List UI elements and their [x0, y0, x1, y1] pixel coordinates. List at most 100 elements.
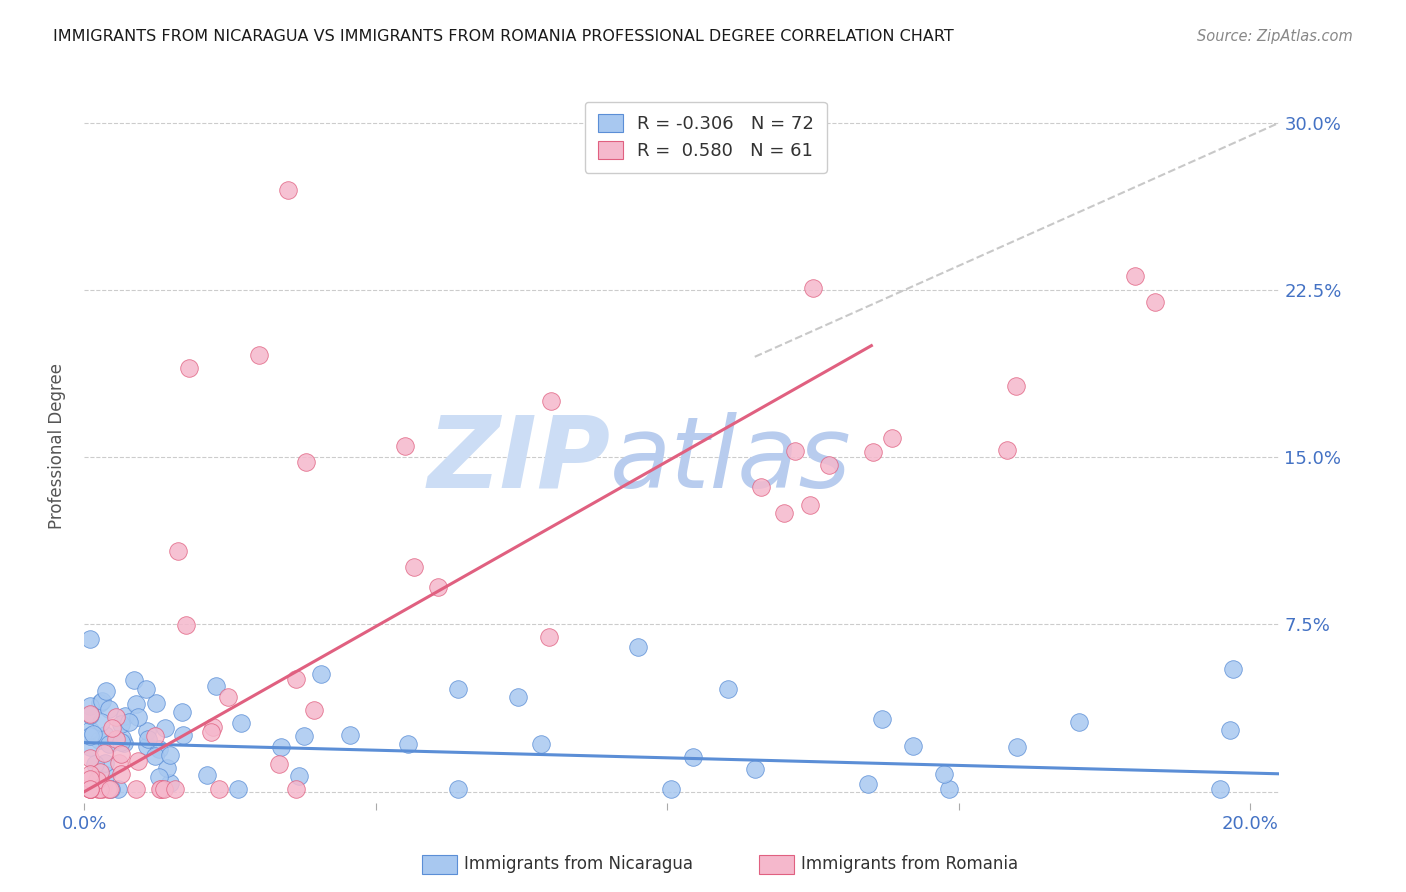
- Point: [302, 703, 325, 717]
- Point: [288, 769, 311, 783]
- Point: [143, 729, 166, 743]
- Point: [176, 617, 198, 632]
- Point: [79, 706, 101, 721]
- Point: [79, 707, 101, 722]
- Text: atlas: atlas: [610, 412, 852, 508]
- Point: [717, 681, 740, 696]
- Point: [284, 782, 307, 797]
- Point: [880, 431, 903, 445]
- Point: [79, 782, 101, 797]
- Point: [208, 782, 231, 797]
- Point: [682, 749, 704, 764]
- Point: [309, 667, 332, 681]
- Point: [111, 731, 134, 746]
- Point: [195, 768, 218, 782]
- Point: [87, 732, 110, 747]
- Point: [82, 727, 104, 741]
- Point: [856, 777, 879, 791]
- Point: [537, 631, 560, 645]
- Point: [90, 714, 112, 729]
- Point: [110, 767, 132, 781]
- Point: [277, 182, 299, 196]
- Point: [86, 782, 108, 797]
- Point: [105, 710, 128, 724]
- Point: [93, 746, 115, 760]
- Point: [94, 683, 117, 698]
- Point: [530, 737, 553, 751]
- Point: [1222, 662, 1244, 676]
- Point: [751, 480, 773, 494]
- Point: [156, 760, 179, 774]
- Point: [127, 710, 149, 724]
- Point: [1067, 714, 1090, 729]
- Point: [217, 690, 239, 705]
- Point: [98, 782, 121, 797]
- Point: [773, 506, 796, 520]
- Point: [396, 737, 419, 751]
- Point: [112, 736, 135, 750]
- Point: [125, 697, 148, 711]
- Point: [118, 715, 141, 730]
- Point: [159, 748, 181, 763]
- Point: [110, 735, 132, 749]
- Point: [79, 772, 101, 787]
- Point: [100, 721, 122, 735]
- Point: [231, 716, 253, 731]
- Point: [145, 697, 167, 711]
- Point: [426, 580, 449, 594]
- Point: [404, 560, 426, 574]
- Text: Source: ZipAtlas.com: Source: ZipAtlas.com: [1197, 29, 1353, 44]
- Point: [170, 705, 193, 719]
- Point: [79, 782, 101, 797]
- Point: [91, 782, 114, 797]
- Point: [148, 770, 170, 784]
- Point: [149, 782, 172, 797]
- Text: Immigrants from Romania: Immigrants from Romania: [801, 855, 1018, 873]
- Point: [98, 702, 121, 716]
- Point: [143, 749, 166, 764]
- Point: [136, 739, 159, 753]
- Point: [267, 757, 290, 772]
- Point: [447, 682, 470, 697]
- Point: [90, 694, 112, 708]
- Point: [91, 779, 114, 793]
- Point: [97, 737, 120, 751]
- Point: [295, 454, 318, 469]
- Point: [79, 782, 101, 797]
- Point: [108, 756, 131, 771]
- Point: [292, 729, 315, 743]
- Point: [270, 739, 292, 754]
- Point: [152, 782, 174, 797]
- Point: [97, 782, 120, 797]
- Point: [1005, 378, 1028, 392]
- Point: [1123, 268, 1146, 283]
- Point: [159, 776, 181, 790]
- Point: [661, 782, 683, 797]
- Point: [200, 724, 222, 739]
- Point: [339, 728, 361, 742]
- Point: [938, 782, 960, 797]
- Point: [89, 782, 111, 797]
- Point: [205, 679, 228, 693]
- Point: [94, 728, 117, 742]
- Point: [799, 498, 821, 512]
- Y-axis label: Professional Degree: Professional Degree: [48, 363, 66, 529]
- Point: [540, 394, 562, 409]
- Point: [150, 782, 173, 797]
- Point: [148, 742, 170, 756]
- Point: [995, 443, 1018, 458]
- Point: [446, 782, 468, 797]
- Point: [1143, 294, 1166, 309]
- Point: [79, 632, 101, 647]
- Point: [627, 640, 650, 654]
- Point: [136, 724, 159, 739]
- Point: [100, 782, 122, 797]
- Text: ZIP: ZIP: [427, 412, 610, 508]
- Point: [136, 732, 159, 747]
- Point: [80, 782, 103, 797]
- Point: [79, 766, 101, 780]
- Point: [862, 444, 884, 458]
- Point: [934, 767, 956, 781]
- Point: [166, 543, 188, 558]
- Point: [394, 439, 416, 453]
